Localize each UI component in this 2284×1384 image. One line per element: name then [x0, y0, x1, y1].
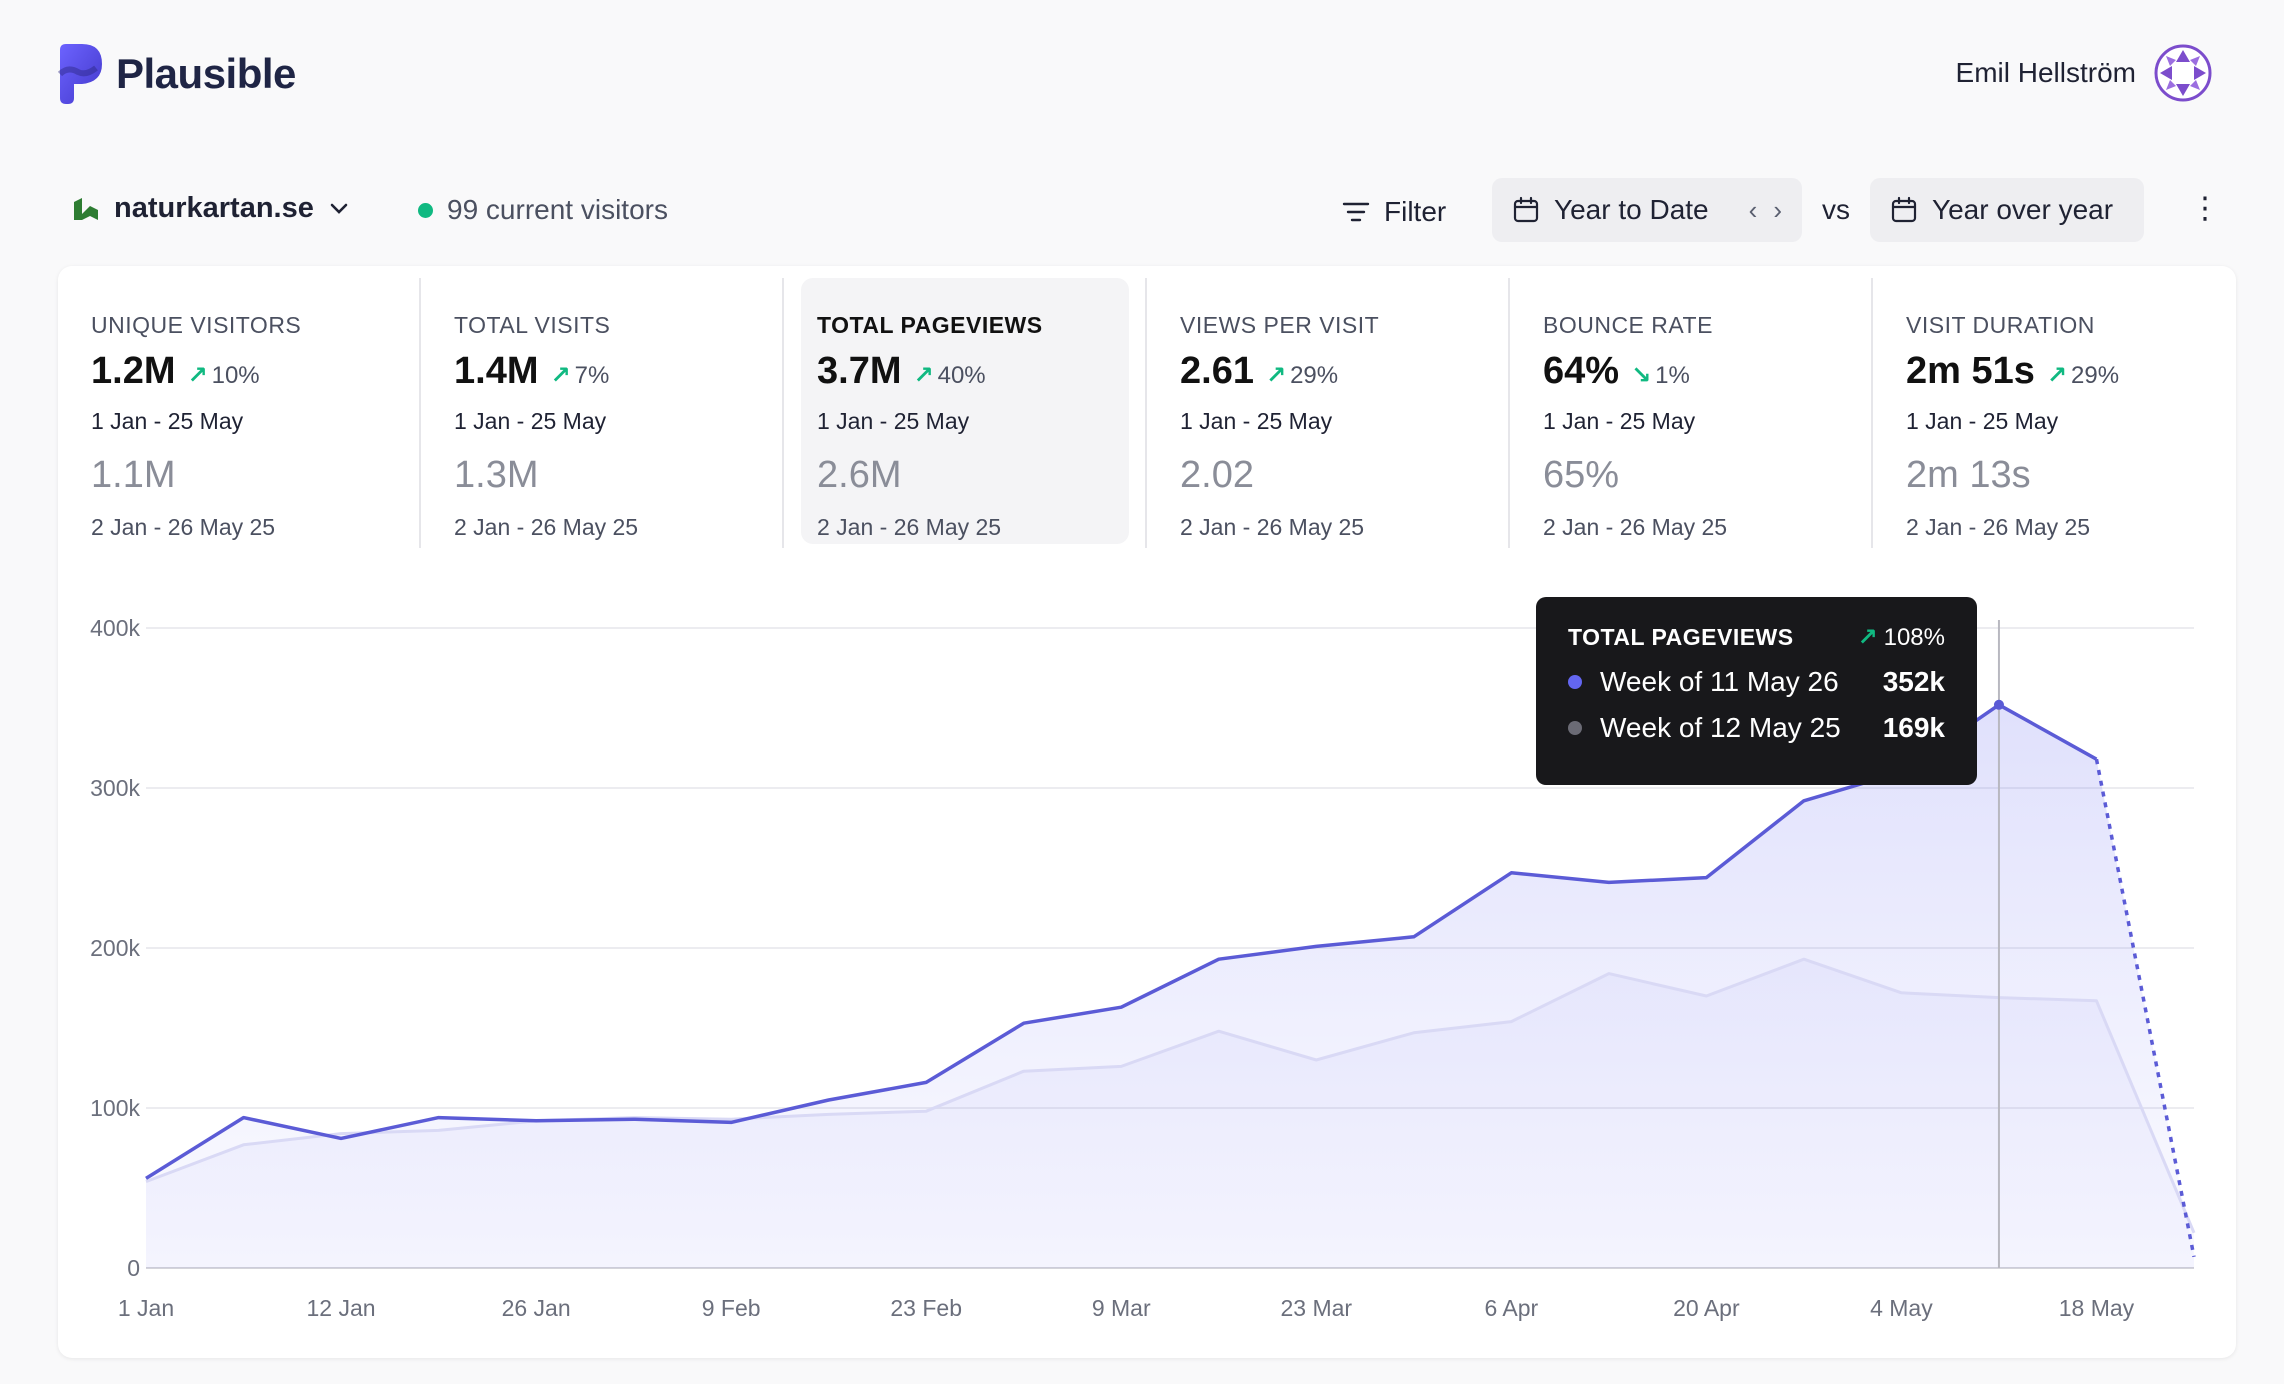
chevron-right-icon[interactable]: ›: [1773, 194, 1782, 225]
filter-icon: [1342, 202, 1370, 222]
tooltip-row-previous: Week of 12 May 25 169k: [1568, 712, 1945, 744]
tooltip-change: ↗ 108%: [1857, 624, 1946, 651]
metric-views-per-visit[interactable]: VIEWS PER VISIT 2.61 ↗ 29% 1 Jan - 25 May…: [1147, 278, 1510, 548]
chevron-left-icon[interactable]: ‹: [1748, 194, 1758, 225]
metric-range: 1 Jan - 25 May: [454, 408, 607, 434]
user-name: Emil Hellström: [1955, 57, 2136, 88]
metric-previous-value: 2.6M: [817, 454, 902, 496]
site-name: naturkartan.se: [114, 192, 314, 224]
metric-total-visits[interactable]: TOTAL VISITS 1.4M ↗ 7% 1 Jan - 25 May 1.3…: [421, 278, 784, 548]
tooltip-row-value: 169k: [1882, 712, 1945, 743]
chart-tooltip: TOTAL PAGEVIEWS ↗ 108% Week of 11 May 26 …: [1536, 597, 1977, 785]
vs-label: vs: [1822, 194, 1850, 225]
period-label: Year to Date: [1554, 194, 1709, 225]
tooltip-row-current: Week of 11 May 26 352k: [1568, 666, 1945, 698]
arrow-up-right-icon: ↗: [187, 362, 208, 389]
metric-previous-range: 2 Jan - 26 May 25: [91, 514, 276, 540]
metric-previous-range: 2 Jan - 26 May 25: [1906, 514, 2091, 540]
filter-button[interactable]: Filter: [1342, 182, 1446, 242]
site-favicon-icon: [74, 197, 98, 220]
arrow-up-right-icon: ↗: [1265, 362, 1287, 389]
metric-value: 2.61: [1180, 350, 1254, 392]
metric-previous-value: 65%: [1543, 454, 1620, 496]
arrow-down-right-icon: ↘: [1631, 362, 1652, 389]
tooltip-row-value: 352k: [1882, 666, 1945, 697]
current-visitors[interactable]: 99 current visitors: [418, 194, 668, 226]
metric-bounce-rate[interactable]: BOUNCE RATE 64% ↘ 1% 1 Jan - 25 May 65% 2…: [1510, 278, 1873, 548]
metric-previous-value: 2.02: [1180, 454, 1254, 496]
live-indicator: [418, 202, 433, 218]
metric-previous-value: 1.1M: [91, 454, 176, 496]
metric-label: TOTAL PAGEVIEWS: [817, 312, 1043, 338]
metric-value: 1.4M: [454, 350, 539, 392]
calendar-icon: [1513, 196, 1539, 223]
series-dot: [1568, 721, 1582, 735]
metric-value: 2m 51s: [1906, 350, 2035, 392]
metric-total-pageviews[interactable]: TOTAL PAGEVIEWS 3.7M ↗ 40% 1 Jan - 25 May…: [784, 278, 1147, 548]
metric-range: 1 Jan - 25 May: [1906, 408, 2059, 434]
metric-value: 64%: [1543, 350, 1620, 392]
tooltip-title: TOTAL PAGEVIEWS: [1568, 624, 1794, 650]
metric-label: BOUNCE RATE: [1543, 312, 1713, 338]
metric-value: 1.2M: [91, 350, 176, 392]
metric-label: UNIQUE VISITORS: [91, 312, 302, 338]
arrow-up-right-icon: ↗: [2046, 362, 2067, 389]
filter-label: Filter: [1384, 196, 1447, 227]
arrow-up-right-icon: ↗: [550, 362, 571, 389]
metric-change: ↗ 40%: [913, 362, 986, 389]
metric-value: 3.7M: [817, 350, 902, 392]
metric-previous-range: 2 Jan - 26 May 25: [1543, 514, 1728, 540]
period-picker[interactable]: Year to Date ‹ ›: [1492, 178, 1802, 242]
comparison-picker[interactable]: Year over year: [1870, 178, 2144, 242]
current-visitors-text: 99 current visitors: [447, 194, 668, 225]
metric-previous-range: 2 Jan - 26 May 25: [454, 514, 639, 540]
metric-previous-range: 2 Jan - 26 May 25: [817, 514, 1002, 540]
metric-unique-visitors[interactable]: UNIQUE VISITORS 1.2M ↗ 10% 1 Jan - 25 May…: [58, 278, 421, 548]
avatar[interactable]: [2154, 44, 2212, 102]
tooltip-row-label: Week of 11 May 26: [1600, 666, 1839, 697]
metric-change: ↗ 7%: [550, 362, 610, 389]
metric-previous-value: 2m 13s: [1906, 454, 2031, 496]
metric-label: VISIT DURATION: [1906, 312, 2095, 338]
metric-range: 1 Jan - 25 May: [1543, 408, 1696, 434]
series-dot: [1568, 675, 1582, 689]
arrow-up-right-icon: ↗: [1857, 624, 1878, 651]
plausible-logo[interactable]: Plausible: [58, 44, 296, 104]
more-options-icon[interactable]: ⋮: [2190, 192, 2220, 225]
metric-range: 1 Jan - 25 May: [817, 408, 970, 434]
calendar-icon: [1891, 196, 1917, 223]
site-switcher[interactable]: naturkartan.se: [72, 192, 350, 225]
metric-change: ↗ 29%: [2046, 362, 2120, 389]
chevron-down-icon: [330, 203, 348, 214]
metric-previous-value: 1.3M: [454, 454, 539, 496]
metric-change: ↗ 29%: [1265, 362, 1339, 389]
comparison-label: Year over year: [1932, 194, 2114, 225]
brand-name: Plausible: [116, 50, 296, 97]
metric-visit-duration[interactable]: VISIT DURATION 2m 51s ↗ 29% 1 Jan - 25 Ma…: [1873, 278, 2236, 548]
tooltip-row-label: Week of 12 May 25: [1600, 712, 1841, 743]
metric-tabs: UNIQUE VISITORS 1.2M ↗ 10% 1 Jan - 25 May…: [58, 278, 2236, 548]
metric-label: TOTAL VISITS: [454, 312, 611, 338]
user-menu[interactable]: Emil Hellström: [1956, 44, 2212, 102]
dashboard-card: UNIQUE VISITORS 1.2M ↗ 10% 1 Jan - 25 May…: [58, 266, 2236, 1358]
metric-previous-range: 2 Jan - 26 May 25: [1180, 514, 1365, 540]
metric-label: VIEWS PER VISIT: [1180, 312, 1380, 338]
metric-range: 1 Jan - 25 May: [1180, 408, 1333, 434]
metric-change: ↗ 10%: [187, 362, 260, 389]
metric-range: 1 Jan - 25 May: [91, 408, 244, 434]
metric-change: ↘ 1%: [1631, 362, 1690, 389]
arrow-up-right-icon: ↗: [913, 362, 934, 389]
plausible-logo-icon: [58, 44, 102, 104]
